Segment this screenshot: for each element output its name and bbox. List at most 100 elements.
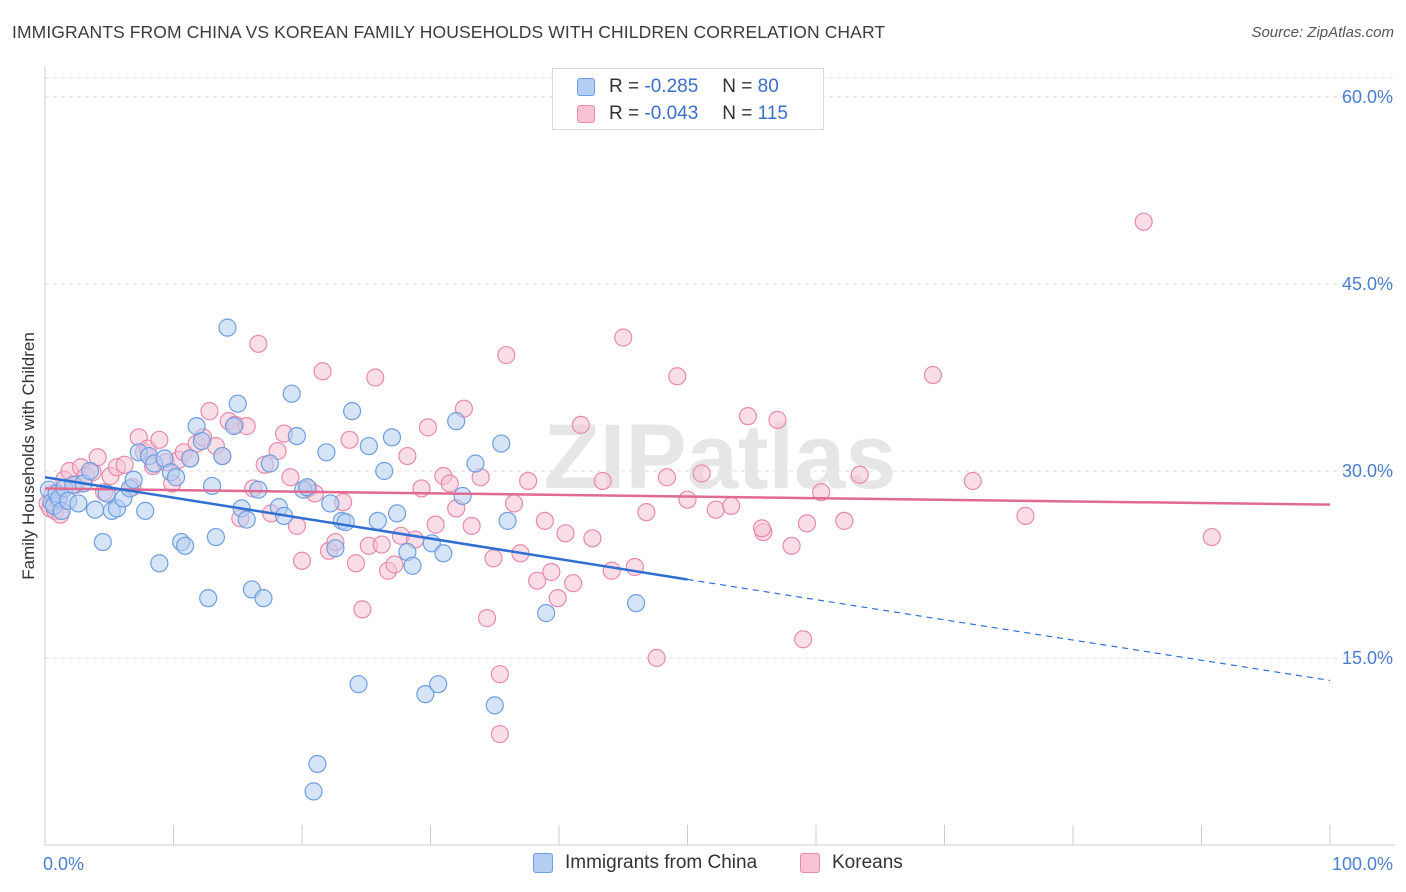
point-china xyxy=(224,417,243,436)
trend-lines xyxy=(44,475,1331,682)
point-china xyxy=(282,384,301,403)
point-china xyxy=(213,446,232,466)
point-koreans xyxy=(657,468,677,487)
point-koreans xyxy=(794,630,813,649)
point-koreans xyxy=(385,555,404,574)
point-china xyxy=(206,527,226,547)
trend-line-koreans xyxy=(44,487,1331,506)
point-koreans xyxy=(353,600,372,619)
point-koreans xyxy=(484,549,503,568)
bottom-legend-swatch-koreans xyxy=(800,853,820,873)
point-china xyxy=(382,428,402,447)
point-koreans xyxy=(490,665,509,684)
point-koreans xyxy=(556,524,575,543)
legend-row-koreans: R = -0.043 N = 115 xyxy=(577,102,788,126)
point-china xyxy=(626,594,646,613)
point-koreans xyxy=(462,516,481,535)
watermark: ZIPatlas xyxy=(544,406,897,508)
point-china xyxy=(359,436,378,456)
point-china xyxy=(254,589,273,608)
point-china xyxy=(304,782,323,801)
point-koreans xyxy=(418,418,438,437)
point-china xyxy=(492,434,511,453)
point-koreans xyxy=(372,535,391,554)
y-tick-label: 60.0% xyxy=(1342,87,1393,107)
point-china xyxy=(166,468,186,487)
point-china xyxy=(403,556,422,575)
bottom-legend-koreans: Koreans xyxy=(800,852,903,874)
point-koreans xyxy=(768,410,787,429)
point-koreans xyxy=(692,464,711,483)
point-koreans xyxy=(548,589,567,608)
point-koreans xyxy=(426,515,445,534)
point-china xyxy=(349,675,368,694)
point-china xyxy=(429,675,448,694)
point-china xyxy=(375,461,394,481)
point-koreans xyxy=(535,511,554,530)
x-tick-labels: 0.0% 100.0% xyxy=(43,854,1393,874)
point-china xyxy=(260,454,279,473)
legend-n-value: 115 xyxy=(757,103,788,124)
point-china xyxy=(326,539,345,558)
point-china xyxy=(308,754,327,774)
point-china xyxy=(237,510,256,529)
x-tick-label: 0.0% xyxy=(43,854,84,874)
trend-line-china xyxy=(44,475,688,581)
point-koreans xyxy=(1202,527,1221,547)
point-koreans xyxy=(738,407,757,426)
legend-n-label: N = xyxy=(722,76,753,97)
point-china xyxy=(150,554,169,573)
point-china xyxy=(343,402,362,421)
point-koreans xyxy=(637,503,656,522)
point-koreans xyxy=(835,511,854,530)
point-koreans xyxy=(722,496,741,516)
point-china xyxy=(387,504,407,523)
point-koreans xyxy=(706,500,725,519)
bottom-legend-label-china: Immigrants from China xyxy=(565,852,758,873)
gridlines xyxy=(45,77,1395,659)
point-koreans xyxy=(497,345,516,365)
point-koreans xyxy=(542,562,561,582)
trend-line-china-extension xyxy=(687,578,1331,682)
axes xyxy=(44,66,1395,846)
point-koreans xyxy=(440,474,459,493)
point-china xyxy=(537,604,556,623)
point-koreans xyxy=(602,561,621,580)
point-koreans xyxy=(571,415,590,434)
point-china xyxy=(80,461,100,481)
legend-r-label: R = xyxy=(609,103,640,124)
y-tick-label: 15.0% xyxy=(1342,648,1393,668)
point-koreans xyxy=(281,468,300,487)
point-china xyxy=(124,470,143,489)
point-koreans xyxy=(366,368,385,387)
point-koreans xyxy=(963,471,982,491)
point-koreans xyxy=(752,519,772,538)
point-china xyxy=(93,532,112,552)
y-tick-labels: 15.0% 30.0% 45.0% 60.0% xyxy=(1342,87,1393,668)
point-koreans xyxy=(200,402,219,421)
point-china xyxy=(192,431,211,451)
point-china xyxy=(368,511,387,530)
point-koreans xyxy=(782,536,801,555)
point-koreans xyxy=(150,430,169,449)
point-koreans xyxy=(923,365,943,385)
point-china xyxy=(287,426,306,446)
point-koreans xyxy=(398,446,417,466)
bottom-legend-label-koreans: Koreans xyxy=(832,852,903,873)
legend-r-label: R = xyxy=(609,76,640,97)
point-koreans xyxy=(88,448,107,467)
point-china xyxy=(453,486,472,506)
point-koreans xyxy=(614,328,633,347)
y-tick-label: 45.0% xyxy=(1342,274,1393,294)
bottom-legend: Immigrants from China Koreans xyxy=(0,852,1406,878)
point-koreans xyxy=(528,571,547,590)
legend-r-value: -0.043 xyxy=(644,103,699,124)
point-koreans xyxy=(678,490,697,509)
point-koreans xyxy=(519,471,538,491)
point-koreans xyxy=(504,494,524,513)
point-koreans xyxy=(477,609,497,628)
y-axis-label: Family Households with Children xyxy=(19,332,38,580)
point-koreans xyxy=(292,551,312,570)
point-china xyxy=(498,511,517,530)
point-koreans xyxy=(1134,212,1153,231)
